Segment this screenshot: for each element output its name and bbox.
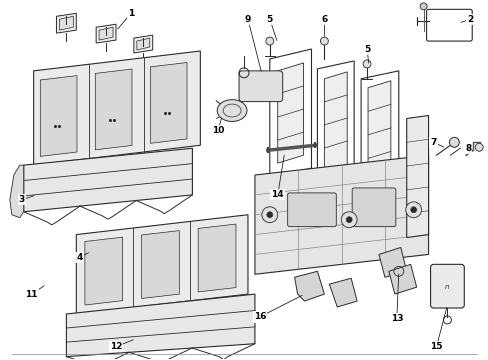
Polygon shape xyxy=(96,24,116,43)
Polygon shape xyxy=(137,38,149,50)
Polygon shape xyxy=(141,231,179,298)
Circle shape xyxy=(265,37,273,45)
Text: 4: 4 xyxy=(76,253,82,262)
Circle shape xyxy=(320,37,327,45)
Text: 16: 16 xyxy=(253,312,265,321)
Polygon shape xyxy=(367,81,390,182)
Polygon shape xyxy=(328,278,356,307)
Polygon shape xyxy=(378,247,406,277)
Polygon shape xyxy=(66,294,254,357)
Polygon shape xyxy=(277,63,303,163)
Text: 2: 2 xyxy=(466,15,472,24)
Circle shape xyxy=(346,217,351,223)
Text: 9: 9 xyxy=(244,15,251,24)
Circle shape xyxy=(474,143,482,151)
Polygon shape xyxy=(34,51,200,165)
Polygon shape xyxy=(198,224,236,292)
Text: 8: 8 xyxy=(464,144,470,153)
FancyBboxPatch shape xyxy=(429,264,463,308)
Text: 13: 13 xyxy=(390,314,402,323)
Polygon shape xyxy=(56,13,76,33)
Polygon shape xyxy=(254,155,427,274)
Polygon shape xyxy=(388,264,416,294)
Circle shape xyxy=(266,212,272,218)
Polygon shape xyxy=(40,76,77,156)
FancyBboxPatch shape xyxy=(351,188,395,227)
Text: 10: 10 xyxy=(212,126,224,135)
Polygon shape xyxy=(10,165,24,218)
FancyBboxPatch shape xyxy=(287,193,336,227)
Polygon shape xyxy=(24,148,192,212)
Circle shape xyxy=(262,207,277,223)
Text: 14: 14 xyxy=(271,190,284,199)
Text: 7: 7 xyxy=(429,138,436,147)
Text: n: n xyxy=(444,284,449,290)
Polygon shape xyxy=(76,215,247,314)
Text: 11: 11 xyxy=(25,289,38,298)
Circle shape xyxy=(405,202,421,218)
Text: 3: 3 xyxy=(19,195,25,204)
Polygon shape xyxy=(406,116,427,238)
Circle shape xyxy=(448,137,458,147)
Circle shape xyxy=(362,60,370,68)
Polygon shape xyxy=(99,27,113,40)
Text: 5: 5 xyxy=(266,15,272,24)
Polygon shape xyxy=(134,35,152,53)
Polygon shape xyxy=(294,271,324,301)
Text: 1: 1 xyxy=(127,9,134,18)
Circle shape xyxy=(419,3,426,10)
Circle shape xyxy=(341,212,356,228)
Polygon shape xyxy=(324,72,346,171)
Text: 12: 12 xyxy=(109,342,122,351)
Polygon shape xyxy=(95,69,132,150)
Polygon shape xyxy=(60,16,73,30)
Polygon shape xyxy=(85,237,122,305)
FancyBboxPatch shape xyxy=(239,71,282,102)
Text: 6: 6 xyxy=(321,15,327,24)
Text: 1: 1 xyxy=(127,9,134,18)
Text: 5: 5 xyxy=(363,45,369,54)
Polygon shape xyxy=(150,63,186,143)
Circle shape xyxy=(410,207,416,213)
Text: 15: 15 xyxy=(429,342,442,351)
Ellipse shape xyxy=(217,100,246,121)
